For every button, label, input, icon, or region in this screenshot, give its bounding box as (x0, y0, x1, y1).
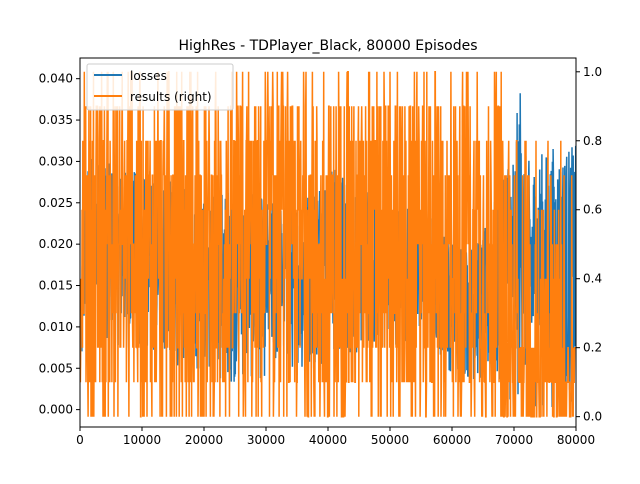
legend-box (86, 63, 234, 111)
x-tick-label: 0 (76, 433, 84, 447)
y-left-tick-label: 0.040 (39, 72, 73, 86)
x-tick-label: 80000 (557, 433, 595, 447)
x-tick-label: 60000 (433, 433, 471, 447)
y-right-tick-label: 0.6 (583, 203, 602, 217)
x-axis: 0 10000 20000 30000 40000 50000 60000 70000 8000… (76, 427, 595, 447)
legend-label-results: results (right) (130, 90, 212, 104)
y-left-tick-label: 0.000 (39, 403, 73, 417)
y-right-tick-label: 0.4 (583, 272, 602, 286)
y-left-tick-label: 0.005 (39, 361, 73, 375)
y-right-tick-label: 0.0 (583, 410, 602, 424)
y-right-tick-label: 0.8 (583, 134, 602, 148)
y-left-tick-label: 0.015 (39, 279, 73, 293)
x-tick-label: 50000 (371, 433, 409, 447)
results-line (80, 71, 576, 418)
results-series (80, 71, 576, 418)
legend: losses results (right) (86, 63, 234, 111)
y-left-tick-label: 0.020 (39, 237, 73, 251)
y-right-axis: 0.0 0.2 0.4 0.6 0.8 1.0 (576, 65, 602, 424)
y-left-axis: 0.000 0.005 0.010 0.015 0.020 0.025 0.030 0.035… (39, 72, 80, 417)
y-left-tick-label: 0.025 (39, 196, 73, 210)
legend-label-losses: losses (130, 69, 167, 83)
plot-area (80, 71, 576, 418)
x-tick-label: 30000 (247, 433, 285, 447)
x-tick-label: 10000 (123, 433, 161, 447)
y-left-tick-label: 0.030 (39, 154, 73, 168)
x-tick-label: 40000 (309, 433, 347, 447)
y-right-tick-label: 1.0 (583, 65, 602, 79)
y-left-tick-label: 0.010 (39, 320, 73, 334)
chart-title: HighRes - TDPlayer_Black, 80000 Episodes (178, 38, 477, 54)
x-tick-label: 70000 (495, 433, 533, 447)
y-left-tick-label: 0.035 (39, 113, 73, 127)
y-right-tick-label: 0.2 (583, 341, 602, 355)
x-tick-label: 20000 (185, 433, 223, 447)
